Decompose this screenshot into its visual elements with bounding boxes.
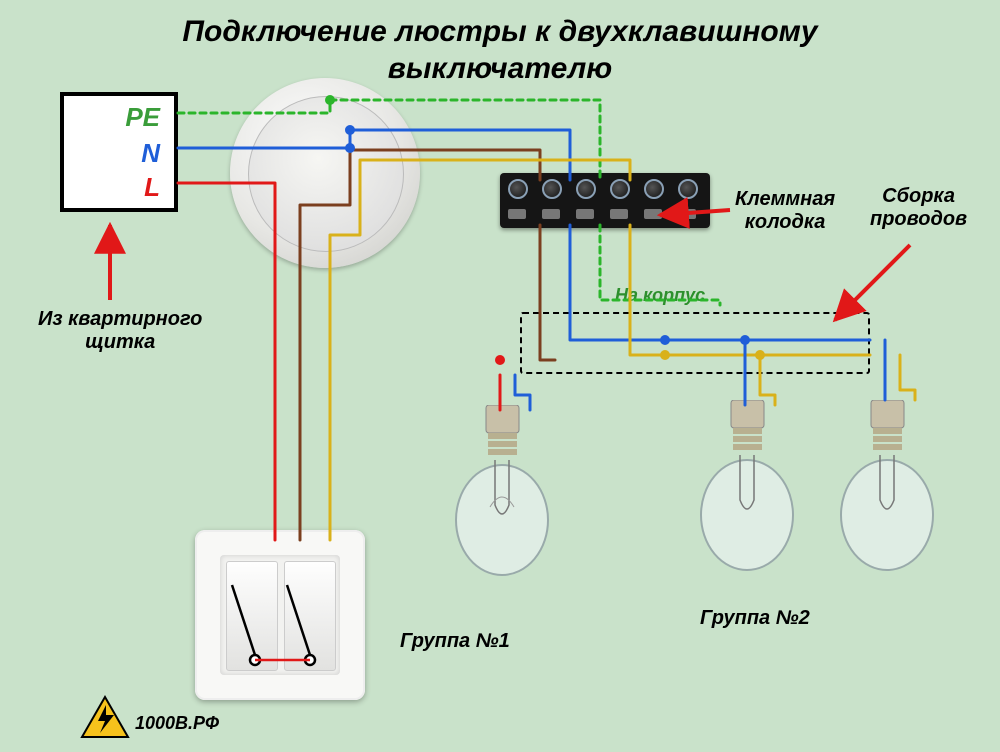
junction-box xyxy=(230,78,420,268)
label-terminal-block: Клеммная колодка xyxy=(735,188,835,234)
voltage-warning-icon xyxy=(80,695,130,739)
label-to-case: На корпус xyxy=(615,285,705,306)
label-group1: Группа №1 xyxy=(400,630,510,653)
site-watermark: 1000В.РФ xyxy=(135,713,219,734)
switch-key-1 xyxy=(226,561,278,671)
electrical-panel: PE N L xyxy=(60,92,178,212)
terminal-block xyxy=(500,173,710,228)
bulb-group2-a xyxy=(695,400,800,575)
bulb-group1 xyxy=(450,405,555,580)
label-wire-assembly: Сборка проводов xyxy=(870,185,967,231)
diagram-title-line2: выключателю xyxy=(0,52,1000,86)
diagram-title-line1: Подключение люстры к двухклавишному xyxy=(0,15,1000,49)
label-from-panel: Из квартирного щитка xyxy=(38,308,202,354)
bulb-group2-b xyxy=(835,400,940,575)
panel-label-n: N xyxy=(141,138,160,169)
double-switch xyxy=(195,530,365,700)
switch-key-2 xyxy=(284,561,336,671)
junction-box-lid xyxy=(248,96,404,252)
panel-label-pe: PE xyxy=(125,102,160,133)
label-group2: Группа №2 xyxy=(700,607,810,630)
panel-label-l: L xyxy=(144,172,160,203)
wire-assembly-box xyxy=(520,312,870,374)
